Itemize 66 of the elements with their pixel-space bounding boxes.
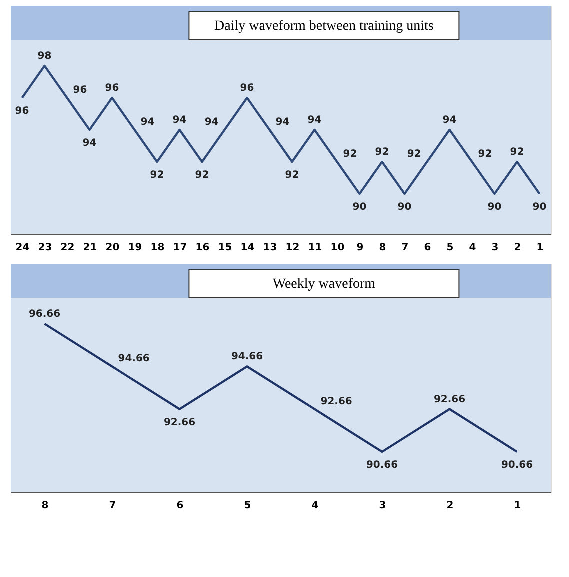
data-label: 92.66 xyxy=(434,394,466,406)
x-tick-label: 3 xyxy=(379,500,386,512)
x-tick-label: 8 xyxy=(42,500,49,512)
x-tick-label: 4 xyxy=(312,500,319,512)
x-tick-label: 16 xyxy=(196,242,210,254)
x-tick-label: 12 xyxy=(286,242,300,254)
data-label: 90.66 xyxy=(501,460,534,471)
data-label: 92 xyxy=(510,147,524,158)
x-tick-label: 1 xyxy=(514,500,522,512)
data-label: 94 xyxy=(308,115,322,126)
data-label: 94 xyxy=(442,115,457,126)
data-label: 90 xyxy=(352,202,367,213)
data-label: 90 xyxy=(532,202,547,213)
x-tick-label: 21 xyxy=(83,242,98,254)
x-tick-label: 9 xyxy=(356,242,364,254)
data-label: 98 xyxy=(38,51,52,62)
data-label: 92.66 xyxy=(320,396,352,408)
data-label: 94 xyxy=(82,138,97,149)
data-label: 92 xyxy=(407,149,422,160)
x-tick-label: 5 xyxy=(446,242,454,254)
x-tick-label: 18 xyxy=(150,242,165,254)
x-tick-label: 3 xyxy=(492,242,499,254)
x-tick-label: 22 xyxy=(60,242,75,254)
x-tick-label: 6 xyxy=(176,500,184,512)
data-label: 96 xyxy=(105,83,120,94)
x-tick-label: 17 xyxy=(173,242,188,254)
chart-title: Daily waveform between training units xyxy=(214,19,434,34)
x-tick-label: 6 xyxy=(424,242,432,254)
x-tick-label: 8 xyxy=(379,242,386,254)
x-tick-label: 7 xyxy=(109,500,116,512)
data-label: 92 xyxy=(150,170,164,181)
x-tick-label: 19 xyxy=(128,242,142,254)
data-label: 96 xyxy=(73,85,88,96)
data-label: 92 xyxy=(478,149,492,160)
data-label: 94 xyxy=(204,117,219,128)
data-label: 92.66 xyxy=(164,417,196,428)
x-tick-label: 2 xyxy=(514,242,522,254)
data-label: 92 xyxy=(195,170,210,181)
x-tick-label: 5 xyxy=(244,500,252,512)
x-tick-label: 13 xyxy=(263,242,278,254)
data-label: 90.66 xyxy=(366,460,398,471)
data-label: 94.66 xyxy=(231,352,264,363)
x-tick-label: 11 xyxy=(308,242,322,254)
x-tick-label: 15 xyxy=(218,242,232,254)
data-label: 94 xyxy=(276,117,290,128)
data-label: 94.66 xyxy=(118,354,150,365)
x-tick-label: 7 xyxy=(402,242,409,254)
data-label: 92 xyxy=(343,149,358,160)
x-tick-label: 23 xyxy=(38,242,52,254)
x-tick-label: 20 xyxy=(106,242,120,254)
x-tick-label: 14 xyxy=(240,242,255,254)
chart-title: Weekly waveform xyxy=(272,277,376,292)
data-label: 96.66 xyxy=(28,309,61,320)
data-label: 94 xyxy=(140,117,155,128)
data-label: 92 xyxy=(375,147,390,158)
data-label: 96 xyxy=(15,106,30,117)
data-label: 96 xyxy=(240,83,254,94)
x-tick-label: 1 xyxy=(536,242,544,254)
x-tick-label: 24 xyxy=(16,242,30,254)
data-label: 90 xyxy=(488,202,502,213)
data-label: 90 xyxy=(398,202,412,213)
data-label: 92 xyxy=(285,170,300,181)
x-tick-label: 2 xyxy=(446,500,454,512)
x-tick-label: 4 xyxy=(469,242,476,254)
x-tick-label: 10 xyxy=(330,242,345,254)
data-label: 94 xyxy=(172,115,187,126)
